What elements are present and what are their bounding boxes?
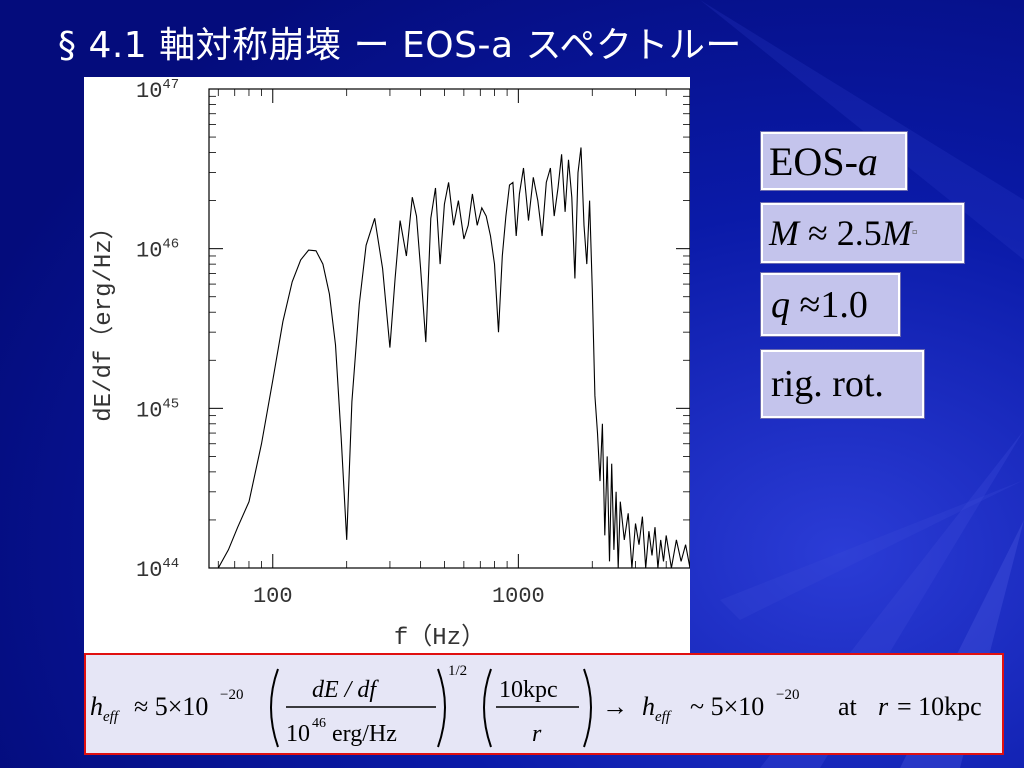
sun-symbol-icon: ▫ [911, 224, 918, 241]
formula-r: r [878, 692, 889, 721]
formula-eff1: eff [103, 709, 120, 725]
x-tick-label: 100 [253, 584, 293, 609]
strain-formula-box: h eff ≈ 5×10 −20 dE / df 10 46 erg/Hz 1/… [84, 653, 1004, 755]
formula-exp2: −20 [776, 687, 799, 703]
y-tick-label: 1045 [136, 396, 179, 423]
mass-value: ≈ 2.5 [808, 213, 882, 253]
formula-at: at [838, 692, 858, 721]
formula-sim: ~ 5×10 [690, 692, 764, 721]
x-axis-label: f（Hz） [394, 624, 485, 652]
spectrum-chart: 1044 1045 1046 1047 100 1000 f（Hz） dE/df（erg/Hz… [90, 77, 690, 652]
y-tick-label: 1047 [136, 77, 179, 104]
y-tick-label: 1046 [136, 237, 179, 264]
q-symbol: q [771, 283, 790, 326]
formula-den1-unit: erg/Hz [332, 721, 397, 747]
formula-den1-exp: 46 [312, 716, 326, 731]
q-value: ≈1.0 [799, 283, 868, 326]
eos-prefix: EOS- [769, 138, 858, 184]
slide-title: § 4.1 軸対称崩壊 ー EOS-a スペクトルー [58, 25, 742, 66]
y-tick-label: 1044 [136, 556, 179, 583]
formula-h1: h [90, 692, 103, 721]
spectrum-plot-panel: 1044 1045 1046 1047 100 1000 f（Hz） dE/df（erg/Hz… [84, 77, 690, 654]
formula-arrow: → [602, 692, 628, 721]
eos-label-box: EOS-a [760, 131, 908, 191]
formula-eff2: eff [655, 709, 672, 725]
q-label-box: q ≈1.0 [760, 272, 901, 337]
spectrum-line [217, 147, 690, 568]
formula-num1: dE / df [312, 677, 379, 703]
formula-approx: ≈ 5×10 [134, 692, 208, 721]
formula-den2: r [532, 721, 542, 747]
mass-msun: M [881, 213, 912, 253]
x-tick-label: 1000 [492, 584, 545, 609]
mass-label-box: M ≈ 2.5 M ▫ [760, 202, 965, 264]
formula-power: 1/2 [448, 663, 467, 679]
formula-equals: = 10kpc [897, 692, 982, 721]
mass-m: M [769, 213, 799, 253]
rotation-label-box: rig. rot. [760, 349, 925, 419]
formula-den1-base: 10 [286, 721, 310, 747]
plot-frame [208, 88, 690, 569]
formula-h2: h [642, 692, 655, 721]
eos-italic: a [857, 138, 878, 184]
formula-num2: 10kpc [499, 677, 558, 703]
rotation-text: rig. rot. [771, 363, 884, 405]
y-axis-label: dE/df（erg/Hz） [90, 215, 118, 421]
formula-exp1: −20 [220, 687, 243, 703]
